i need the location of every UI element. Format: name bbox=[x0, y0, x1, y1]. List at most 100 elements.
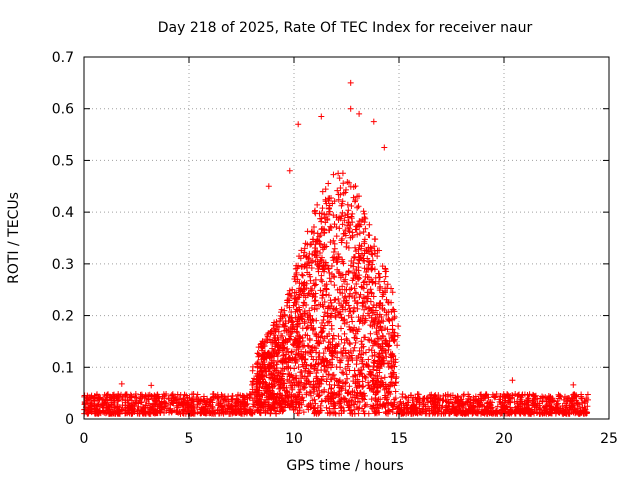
data-point bbox=[277, 382, 284, 389]
data-point bbox=[349, 232, 356, 239]
data-point bbox=[361, 265, 368, 272]
data-point bbox=[350, 269, 357, 276]
data-point bbox=[354, 231, 361, 238]
data-point bbox=[361, 214, 368, 221]
data-point bbox=[324, 319, 331, 326]
data-point bbox=[570, 409, 577, 416]
data-point bbox=[347, 105, 354, 112]
data-point bbox=[353, 281, 360, 288]
data-point bbox=[269, 327, 276, 334]
data-point bbox=[365, 305, 372, 312]
data-point bbox=[426, 392, 433, 399]
data-point bbox=[294, 344, 301, 351]
data-point bbox=[388, 374, 395, 381]
data-point bbox=[380, 355, 387, 362]
data-point bbox=[272, 343, 279, 350]
data-point bbox=[325, 304, 332, 311]
data-point bbox=[369, 323, 376, 330]
data-point bbox=[424, 399, 431, 406]
data-point bbox=[225, 403, 232, 410]
data-point bbox=[103, 404, 110, 411]
data-point bbox=[386, 383, 393, 390]
data-point bbox=[271, 322, 278, 329]
data-point bbox=[364, 255, 371, 262]
data-point bbox=[344, 363, 351, 370]
data-point bbox=[306, 370, 313, 377]
data-point bbox=[255, 344, 262, 351]
data-point bbox=[93, 392, 100, 399]
data-point bbox=[328, 385, 335, 392]
data-point bbox=[287, 365, 294, 372]
data-point bbox=[141, 394, 148, 401]
data-point bbox=[307, 317, 314, 324]
data-point bbox=[318, 376, 325, 383]
data-point bbox=[369, 342, 376, 349]
data-point bbox=[259, 353, 266, 360]
data-point bbox=[376, 382, 383, 389]
data-point bbox=[416, 395, 423, 402]
data-point bbox=[212, 393, 219, 400]
data-point bbox=[358, 393, 365, 400]
data-point bbox=[362, 315, 369, 322]
data-point bbox=[204, 405, 211, 412]
data-point bbox=[353, 384, 360, 391]
data-point bbox=[382, 266, 389, 273]
data-point bbox=[347, 183, 354, 190]
data-point bbox=[343, 297, 350, 304]
data-point bbox=[399, 391, 406, 398]
data-point bbox=[340, 260, 347, 267]
data-point bbox=[341, 286, 348, 293]
data-point bbox=[175, 398, 182, 405]
data-point bbox=[349, 210, 356, 217]
data-point bbox=[154, 395, 161, 402]
data-point bbox=[328, 278, 335, 285]
data-point bbox=[314, 201, 321, 208]
data-point bbox=[310, 238, 317, 245]
data-point bbox=[504, 406, 511, 413]
data-point bbox=[331, 245, 338, 252]
data-point bbox=[385, 346, 392, 353]
data-point bbox=[341, 339, 348, 346]
data-point bbox=[370, 388, 377, 395]
data-point bbox=[306, 290, 313, 297]
data-point bbox=[257, 363, 264, 370]
data-point bbox=[184, 408, 191, 415]
data-point bbox=[329, 335, 336, 342]
data-point bbox=[302, 356, 309, 363]
data-point bbox=[277, 401, 284, 408]
data-point bbox=[336, 300, 343, 307]
data-point bbox=[119, 402, 126, 409]
data-point bbox=[118, 380, 125, 387]
data-point bbox=[381, 278, 388, 285]
data-point bbox=[381, 374, 388, 381]
data-point bbox=[497, 392, 504, 399]
data-point bbox=[512, 404, 519, 411]
data-point bbox=[298, 379, 305, 386]
data-point bbox=[458, 410, 465, 417]
data-point bbox=[356, 347, 363, 354]
data-point bbox=[352, 372, 359, 379]
data-point bbox=[328, 224, 335, 231]
data-point bbox=[380, 360, 387, 367]
data-point bbox=[496, 396, 503, 403]
data-point bbox=[346, 367, 353, 374]
data-point bbox=[258, 396, 265, 403]
data-point bbox=[275, 336, 282, 343]
data-point bbox=[360, 279, 367, 286]
data-point bbox=[300, 252, 307, 259]
data-point bbox=[297, 369, 304, 376]
data-point bbox=[516, 391, 523, 398]
data-point bbox=[327, 239, 334, 246]
data-point bbox=[329, 372, 336, 379]
data-point bbox=[351, 334, 358, 341]
data-point bbox=[446, 400, 453, 407]
data-point bbox=[336, 175, 343, 182]
data-point bbox=[357, 316, 364, 323]
data-point bbox=[350, 259, 357, 266]
data-point bbox=[365, 382, 372, 389]
data-point bbox=[442, 397, 449, 404]
data-point bbox=[352, 339, 359, 346]
data-point bbox=[348, 352, 355, 359]
data-point bbox=[311, 365, 318, 372]
data-point bbox=[254, 399, 261, 406]
